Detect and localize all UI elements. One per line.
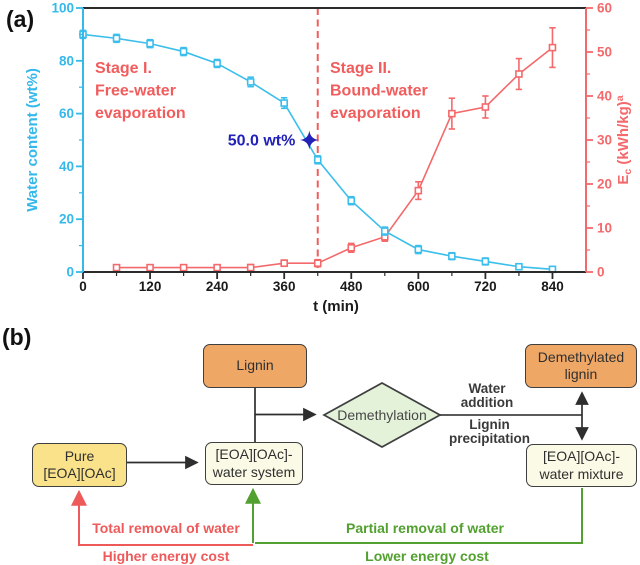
svg-text:120: 120: [139, 279, 162, 294]
svg-text:60: 60: [597, 1, 612, 16]
svg-text:Bound-water: Bound-water: [330, 83, 428, 100]
x-axis-title: t (min): [313, 298, 359, 315]
svg-text:30: 30: [597, 133, 612, 148]
water-mixture-box-label: [EOA][OAc]- water mixture: [539, 448, 624, 482]
svg-text:0: 0: [597, 265, 605, 280]
stage-1-annotation: Stage I. Free-water evaporation: [95, 60, 186, 122]
pure-il-box: Pure [EOA][OAc]: [32, 443, 127, 487]
svg-text:0: 0: [79, 279, 87, 294]
svg-text:0: 0: [66, 265, 74, 280]
svg-text:40: 40: [597, 89, 612, 104]
panel-b-label: (b): [2, 324, 32, 350]
left-axis-title: Water content (wt%): [24, 68, 41, 212]
svg-text:50: 50: [597, 45, 612, 60]
series-energy-consumption: [112, 26, 557, 272]
water-mixture-box: [EOA][OAc]- water mixture: [526, 444, 637, 487]
svg-text:evaporation: evaporation: [95, 105, 186, 122]
process-diagram: (b) Lignin Demethylated lignin Pure [EOA…: [0, 320, 640, 565]
svg-text:20: 20: [597, 177, 612, 192]
svg-text:Stage II.: Stage II.: [330, 60, 391, 77]
higher-energy-cost-label: Higher energy cost: [102, 548, 230, 564]
lignin-box: Lignin: [203, 344, 307, 388]
lignin-box-label: Lignin: [236, 357, 274, 374]
svg-text:Free-water: Free-water: [95, 83, 176, 100]
svg-text:240: 240: [206, 279, 229, 294]
red-total-removal-path: [71, 489, 253, 546]
svg-text:720: 720: [474, 279, 497, 294]
series-water-content: [79, 29, 557, 274]
demethylation-diamond: [322, 382, 442, 448]
green-partial-removal-path: [255, 488, 583, 544]
demethylated-lignin-box-label: Demethylated lignin: [537, 348, 625, 382]
svg-text:10: 10: [597, 221, 612, 236]
water-addition-label: Water addition: [460, 381, 514, 411]
demethylated-lignin-box: Demethylated lignin: [525, 344, 637, 388]
svg-text:Stage I.: Stage I.: [95, 60, 152, 77]
water-system-box: [EOA][OAc]- water system: [205, 442, 303, 485]
stage-2-annotation: Stage II. Bound-water evaporation: [330, 60, 428, 122]
svg-text:80: 80: [59, 53, 74, 68]
svg-text:100: 100: [51, 1, 74, 16]
panel-a-label: (a): [6, 6, 35, 32]
diagram-connectors: [71, 382, 589, 546]
svg-text:60: 60: [59, 106, 74, 121]
star-label: 50.0 wt%: [228, 133, 296, 150]
lignin-precipitation-label: Lignin precipitation: [448, 417, 530, 447]
total-removal-label: Total removal of water: [92, 520, 240, 536]
water-system-box-label: [EOA][OAc]- water system: [212, 446, 296, 480]
demethylation-label: Demethylation: [337, 407, 427, 423]
pure-il-box-label: Pure [EOA][OAc]: [43, 447, 116, 481]
partial-removal-label: Partial removal of water: [346, 520, 504, 536]
lower-energy-cost-label: Lower energy cost: [365, 548, 489, 564]
star-marker: [299, 130, 319, 150]
right-axis-title: Ec (kWh/kg)a: [614, 95, 634, 184]
svg-text:480: 480: [340, 279, 363, 294]
svg-text:40: 40: [59, 159, 74, 174]
water-content-energy-chart: 0 120 240 360 480 600 720 840 0 20 40 60 80 100 0 10 20 3…: [24, 1, 634, 316]
svg-text:840: 840: [541, 279, 564, 294]
svg-text:360: 360: [273, 279, 296, 294]
svg-text:20: 20: [59, 212, 74, 227]
svg-text:evaporation: evaporation: [330, 105, 421, 122]
svg-text:600: 600: [407, 279, 430, 294]
